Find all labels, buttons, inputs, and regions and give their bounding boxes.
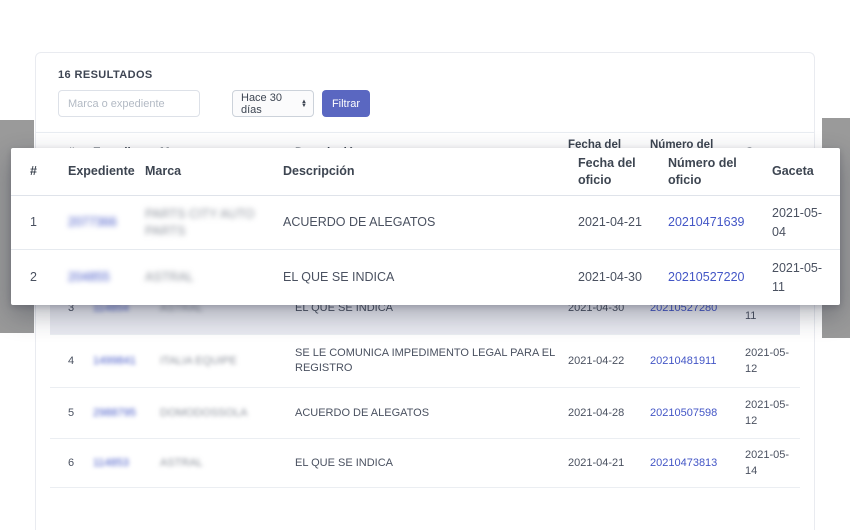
row-num: 6 [68, 456, 75, 469]
overlay-table-row: 1 2077366 PARTS CITY AUTO PARTS ACUERDO … [11, 196, 840, 250]
row-num: 5 [68, 406, 75, 419]
overlay-header-row: # Expediente Marca Descripción Fecha del… [11, 148, 840, 196]
gaceta-value: 2021-05-12 [745, 346, 790, 376]
fecha-value: 2021-04-21 [578, 215, 642, 230]
row-num: 4 [68, 354, 75, 367]
expediente-link[interactable]: 114853 [93, 456, 129, 469]
col-num: # [30, 164, 37, 179]
marca-value: ASTRAL [145, 270, 194, 285]
marca-value: DOMODOSSOLA [160, 406, 248, 419]
expediente-link[interactable]: 1499841 [93, 354, 136, 367]
expediente-link[interactable]: 2077366 [68, 215, 117, 230]
row-num: 2 [30, 270, 37, 285]
table-row: 4 1499841 ITALIA EQUIPE SE LE COMUNICA I… [50, 335, 800, 388]
gaceta-value: 2021-05-11 [772, 260, 823, 294]
overlay-table-row: 2 204855 ASTRAL EL QUE SE INDICA 2021-04… [11, 250, 840, 305]
zoom-overlay-card: # Expediente Marca Descripción Fecha del… [11, 148, 840, 305]
numero-link[interactable]: 20210507598 [650, 406, 718, 419]
numero-link[interactable]: 20210471639 [668, 215, 745, 230]
descripcion-value: EL QUE SE INDICA [283, 270, 395, 285]
descripcion-value: ACUERDO DE ALEGATOS [283, 215, 436, 230]
marca-value: PARTS CITY AUTO PARTS [145, 206, 255, 238]
col-marca: Marca [145, 164, 182, 179]
numero-link[interactable]: 20210473813 [650, 456, 718, 469]
col-descripcion: Descripción [283, 164, 355, 179]
toolbar-divider [36, 132, 814, 133]
expediente-link[interactable]: 2988795 [93, 406, 136, 419]
marca-value: ITALIA EQUIPE [160, 354, 237, 367]
col-expediente: Expediente [68, 164, 135, 179]
descripcion-value: SE LE COMUNICA IMPEDIMENTO LEGAL PARA EL… [295, 347, 555, 374]
fecha-value: 2021-04-28 [568, 406, 625, 419]
descripcion-value: EL QUE SE INDICA [295, 456, 394, 469]
search-input[interactable] [58, 90, 200, 117]
gaceta-value: 2021-05-14 [745, 448, 790, 478]
period-select[interactable]: Hace 30 días ▲ ▼ [232, 90, 314, 117]
select-stepper-icon: ▲ ▼ [301, 98, 307, 109]
descripcion-value: ACUERDO DE ALEGATOS [295, 406, 430, 419]
col-gaceta: Gaceta [772, 164, 814, 179]
fecha-value: 2021-04-30 [578, 270, 642, 285]
numero-link[interactable]: 20210481911 [650, 354, 717, 367]
period-select-value: Hace 30 días [241, 91, 282, 116]
col-numero: Número del oficio [668, 155, 737, 187]
col-fecha: Fecha del oficio [578, 155, 636, 187]
expediente-link[interactable]: 204855 [68, 270, 110, 285]
results-count: 16 RESULTADOS [58, 69, 153, 81]
table-row: 6 114853 ASTRAL EL QUE SE INDICA 2021-04… [50, 439, 800, 488]
fecha-value: 2021-04-22 [568, 354, 625, 367]
gaceta-value: 2021-05-12 [745, 398, 790, 428]
fecha-value: 2021-04-21 [568, 456, 625, 469]
table-row: 5 2988795 DOMODOSSOLA ACUERDO DE ALEGATO… [50, 388, 800, 439]
gaceta-value: 2021-05-04 [772, 205, 823, 239]
row-num: 3 [68, 301, 75, 314]
row-num: 1 [30, 215, 37, 230]
filter-button[interactable]: Filtrar [322, 90, 370, 117]
marca-value: ASTRAL [160, 456, 203, 469]
numero-link[interactable]: 20210527220 [668, 270, 745, 285]
